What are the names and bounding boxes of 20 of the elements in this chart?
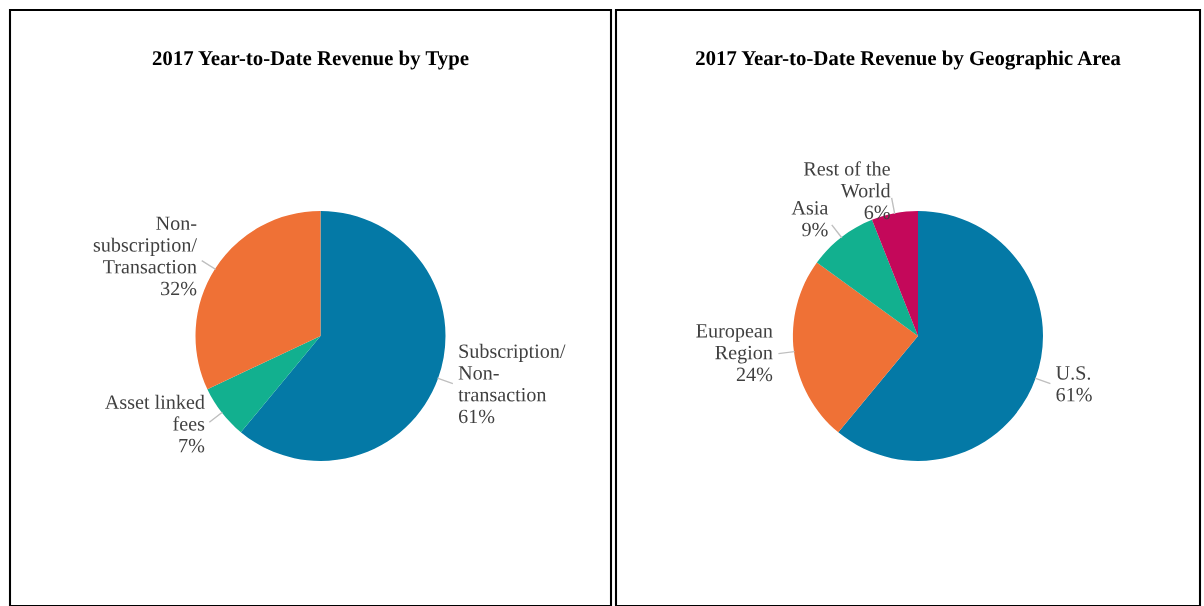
pie-slice [793, 262, 918, 433]
slice-label: Asset linked fees [105, 394, 205, 431]
slice-label: Asia [791, 201, 829, 215]
data-label: 61% [458, 409, 495, 424]
chart-title: 2017 Year-to-Date Revenue by Geographic Area [696, 50, 1121, 70]
pie-slice [195, 211, 321, 390]
chart-title: 2017 Year-to-Date Revenue by Type [152, 50, 469, 70]
data-label: 7% [179, 438, 205, 453]
pie-slice [240, 211, 446, 461]
data-label: 61% [1056, 387, 1092, 402]
slice-label: Subscription/ Non- transaction [458, 343, 566, 402]
slice-label: Rest of the World [803, 161, 891, 198]
slice-label: U.S. [1056, 366, 1091, 380]
pie-slice [207, 336, 321, 433]
data-label: 32% [161, 281, 197, 296]
slice-label: Non- subscription/ Transaction [93, 216, 198, 274]
data-label: 24% [736, 367, 773, 382]
slice-label: European Region [696, 324, 773, 364]
data-label: 9% [802, 222, 828, 237]
data-label: 6% [864, 205, 890, 220]
